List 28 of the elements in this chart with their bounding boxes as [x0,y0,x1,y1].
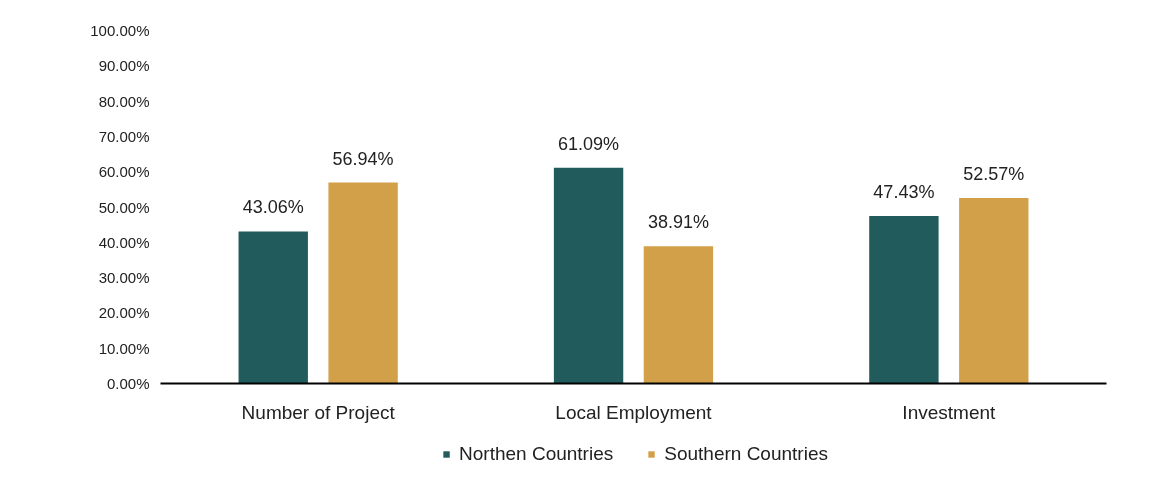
data-label: 56.94% [332,148,394,169]
y-tick-label: 10.00% [98,339,150,357]
data-label: 38.91% [647,212,709,233]
y-tick-label: 60.00% [98,163,150,181]
y-tick-label: 50.00% [98,198,150,216]
data-label: 47.43% [873,182,935,203]
x-tick-label: Investment [902,401,997,423]
legend-label: Southern Countries [664,443,828,465]
data-label: 52.57% [963,163,1025,184]
y-tick-label: 80.00% [98,92,150,110]
data-label: 43.06% [242,197,304,218]
y-tick-label: 90.00% [98,57,150,75]
y-tick-label: 40.00% [98,233,150,251]
bar [869,216,939,384]
bar [238,231,308,384]
y-tick-label: 0.00% [106,375,150,392]
legend-label: Northen Countries [459,443,614,465]
data-label: 61.09% [558,133,620,154]
x-tick-label: Number of Project [241,401,396,423]
bar [328,182,398,384]
bar [643,246,714,384]
bar [553,167,624,384]
y-tick-label: 30.00% [98,269,150,287]
y-tick-label: 20.00% [98,304,150,322]
bar [959,197,1029,384]
y-tick-label: 70.00% [98,127,150,145]
x-tick-label: Local Employment [555,401,713,423]
y-tick-label: 100.00% [90,22,150,39]
